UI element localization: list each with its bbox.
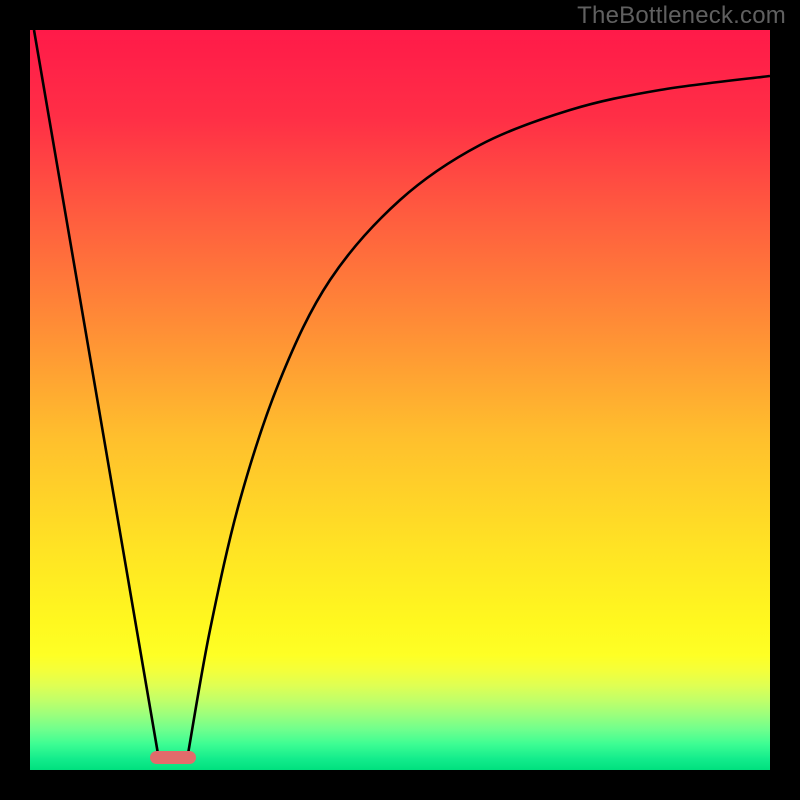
optimum-marker xyxy=(150,751,196,764)
watermark-text: TheBottleneck.com xyxy=(577,2,786,30)
chart-frame: TheBottleneck.com xyxy=(0,0,800,800)
chart-canvas xyxy=(0,0,800,800)
